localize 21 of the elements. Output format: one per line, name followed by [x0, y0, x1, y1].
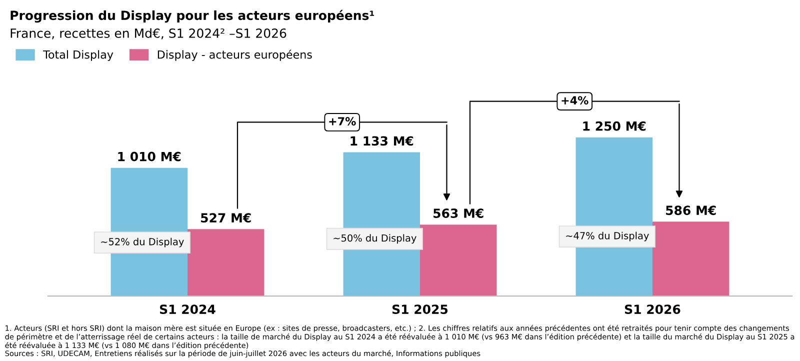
bar [652, 222, 730, 296]
bar [420, 224, 497, 296]
annotation: ~52% du Display [101, 238, 184, 248]
chart-title: Progression du Display pour les acteurs européens¹ [10, 10, 374, 23]
annotation: ~50% du Display [334, 234, 416, 244]
x-tick-label: S1 2026 [624, 304, 680, 314]
text: +4% [562, 96, 588, 105]
x-tick-label: S1 2025 [392, 304, 448, 314]
data-label: 527 M€ [201, 213, 251, 223]
bar [188, 229, 264, 296]
data-label: 563 M€ [434, 208, 484, 218]
chart-subtitle: France, recettes en Md€, S1 2024² –S1 2026 [10, 28, 286, 40]
x-tick-label: S1 2024 [160, 304, 216, 314]
data-label: 1 010 M€ [118, 152, 181, 162]
legend-label: Total Display [43, 50, 114, 61]
text: +7% [329, 117, 356, 126]
legend-label: Display - acteurs européens [158, 50, 312, 61]
data-label: 1 250 M€ [583, 121, 646, 131]
annotation: ~47% du Display [566, 232, 649, 242]
data-label: 586 M€ [666, 206, 716, 216]
data-label: 1 133 M€ [350, 136, 414, 146]
